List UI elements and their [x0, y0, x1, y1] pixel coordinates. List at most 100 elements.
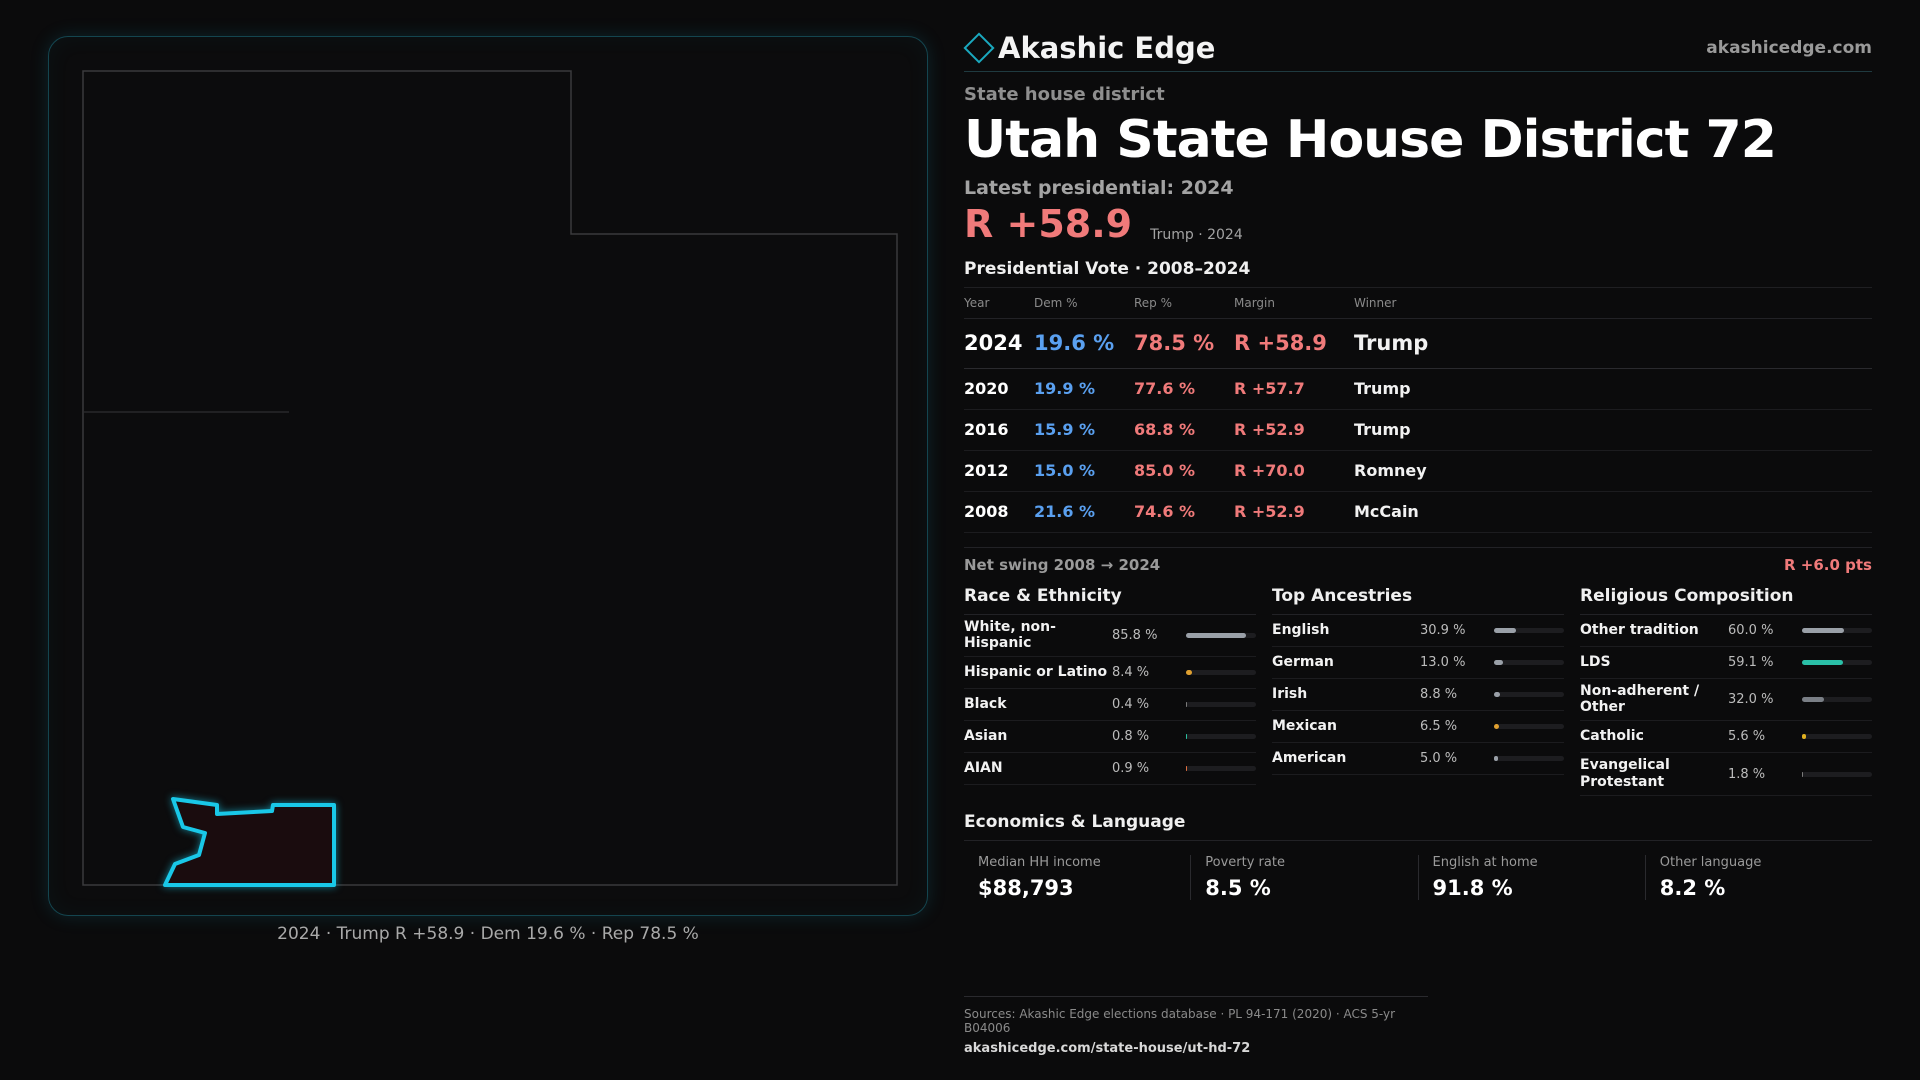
econ-cell-poverty: Poverty rate 8.5 % — [1190, 854, 1417, 900]
economics-row: Median HH income $88,793 Poverty rate 8.… — [964, 854, 1872, 900]
stat-bar-track — [1186, 702, 1256, 708]
religion-section: Religious Composition Other tradition 60.… — [1580, 586, 1872, 796]
stat-bar-track — [1186, 670, 1256, 676]
table-row: 2012 15.0 % 85.0 % R +70.0 Romney — [964, 450, 1872, 492]
stat-label: LDS — [1580, 653, 1611, 670]
stat-label: American — [1272, 749, 1347, 766]
stat-row: Non-adherent / Other 32.0 % — [1580, 679, 1872, 722]
stat-bar-fill — [1494, 755, 1498, 761]
cell-winner: Trump — [1354, 318, 1872, 369]
econ-cell-income: Median HH income $88,793 — [964, 855, 1190, 900]
stat-value: 13.0 % — [1420, 654, 1466, 670]
stat-row: Other tradition 60.0 % — [1580, 615, 1872, 647]
stat-row: American 5.0 % — [1272, 743, 1564, 775]
stat-value: 0.8 % — [1112, 729, 1150, 745]
col-rep: Rep % — [1134, 287, 1234, 319]
district-shape[interactable] — [163, 797, 336, 887]
stat-bar-track — [1494, 755, 1564, 761]
stat-value: 30.9 % — [1420, 622, 1466, 638]
stat-label: AIAN — [964, 760, 1003, 777]
econ-cell-english: English at home 91.8 % — [1417, 854, 1645, 900]
stat-bar-fill — [1802, 627, 1844, 633]
cell-rep: 74.6 % — [1134, 491, 1234, 533]
cell-margin: R +70.0 — [1234, 450, 1354, 492]
votes-table: Year Dem % Rep % Margin Winner 2024 19.6… — [964, 286, 1872, 533]
state-outline — [82, 70, 898, 886]
stat-value: 8.8 % — [1420, 686, 1458, 702]
stat-bar-fill — [1186, 734, 1188, 740]
cell-margin: R +52.9 — [1234, 409, 1354, 451]
cell-year: 2020 — [964, 368, 1034, 410]
col-margin: Margin — [1234, 287, 1354, 319]
econ-value: $88,793 — [978, 875, 1074, 900]
stat-bar-track — [1494, 723, 1564, 729]
econ-label: Median HH income — [978, 854, 1101, 870]
econ-cell-other-language: Other language 8.2 % — [1644, 854, 1872, 900]
cell-rep: 78.5 % — [1134, 318, 1234, 369]
stat-value: 0.9 % — [1112, 761, 1150, 777]
latest-label: Latest presidential: 2024 — [964, 176, 1234, 199]
stat-row: Mexican 6.5 % — [1272, 711, 1564, 743]
econ-value: 8.5 % — [1205, 875, 1271, 900]
stat-row: LDS 59.1 % — [1580, 647, 1872, 679]
econ-value: 8.2 % — [1659, 875, 1726, 900]
stat-row: Hispanic or Latino 8.4 % — [964, 657, 1256, 690]
swing-value: R +6.0 pts — [1784, 555, 1872, 574]
stat-value: 85.8 % — [1112, 627, 1158, 643]
brand-name[interactable]: Akashic Edge — [998, 30, 1216, 65]
stat-value: 8.4 % — [1112, 665, 1150, 681]
utah-map-svg — [82, 70, 898, 887]
cell-year: 2024 — [964, 318, 1034, 369]
stat-label: Evangelical Protestant — [1580, 757, 1670, 791]
stat-row: German 13.0 % — [1272, 647, 1564, 679]
stat-value: 59.1 % — [1728, 654, 1774, 670]
stat-value: 5.0 % — [1420, 750, 1458, 766]
stat-row: AIAN 0.9 % — [964, 753, 1256, 786]
district-type: State house district — [964, 84, 1165, 105]
ancestry-section: Top Ancestries English 30.9 % German 13.0 %… — [1272, 586, 1564, 796]
votes-heading: Presidential Vote · 2008–2024 — [964, 258, 1251, 279]
stat-value: 0.4 % — [1112, 697, 1150, 713]
swing-label: Net swing 2008 → 2024 — [964, 555, 1161, 574]
stat-label: English — [1272, 621, 1330, 638]
econ-label: Other language — [1659, 854, 1762, 870]
stat-row: Evangelical Protestant 1.8 % — [1580, 753, 1872, 796]
table-row: 2024 19.6 % 78.5 % R +58.9 Trump — [964, 318, 1872, 369]
econ-label: Poverty rate — [1205, 854, 1285, 870]
stat-bar-track — [1802, 696, 1872, 702]
cell-year: 2008 — [964, 491, 1034, 533]
stat-label: Other tradition — [1580, 621, 1699, 638]
stat-bar-track — [1186, 766, 1256, 772]
stat-bar-fill — [1802, 659, 1844, 665]
stat-value: 1.8 % — [1728, 766, 1766, 782]
race-heading: Race & Ethnicity — [964, 586, 1256, 615]
cell-rep: 68.8 % — [1134, 409, 1234, 451]
stat-row: Catholic 5.6 % — [1580, 721, 1872, 754]
cell-dem: 19.6 % — [1034, 318, 1134, 369]
stat-bar-fill — [1494, 723, 1499, 729]
stat-row: Asian 0.8 % — [964, 721, 1256, 754]
stat-row: White, non-Hispanic 85.8 % — [964, 615, 1256, 658]
stat-bar-fill — [1186, 702, 1188, 708]
cell-margin: R +52.9 — [1234, 491, 1354, 533]
sources-footer: Sources: Akashic Edge elections database… — [964, 996, 1428, 1056]
cell-dem: 15.9 % — [1034, 409, 1134, 451]
cell-year: 2016 — [964, 409, 1034, 451]
sources-url[interactable]: akashicedge.com/state-house/ut-hd-72 — [964, 1041, 1251, 1056]
table-row: 2008 21.6 % 74.6 % R +52.9 McCain — [964, 491, 1872, 533]
district-map[interactable] — [48, 36, 928, 916]
district-detail-panel: Akashic Edge akashicedge.com State house… — [963, 30, 1872, 900]
cell-rep: 77.6 % — [1134, 368, 1234, 410]
cell-margin: R +58.9 — [1234, 318, 1354, 369]
stat-bar-track — [1802, 771, 1872, 777]
brand-url[interactable]: akashicedge.com — [1706, 37, 1872, 58]
page-title: Utah State House District 72 — [964, 110, 1777, 170]
brand-header: Akashic Edge akashicedge.com — [963, 30, 1872, 72]
race-section: Race & Ethnicity White, non-Hispanic 85.8… — [964, 586, 1256, 796]
stat-value: 32.0 % — [1728, 691, 1774, 707]
stat-bar-track — [1802, 734, 1872, 740]
votes-header-row: Year Dem % Rep % Margin Winner — [964, 287, 1872, 319]
religion-heading: Religious Composition — [1580, 586, 1872, 615]
col-dem: Dem % — [1034, 287, 1134, 319]
stat-bar-track — [1802, 627, 1872, 633]
